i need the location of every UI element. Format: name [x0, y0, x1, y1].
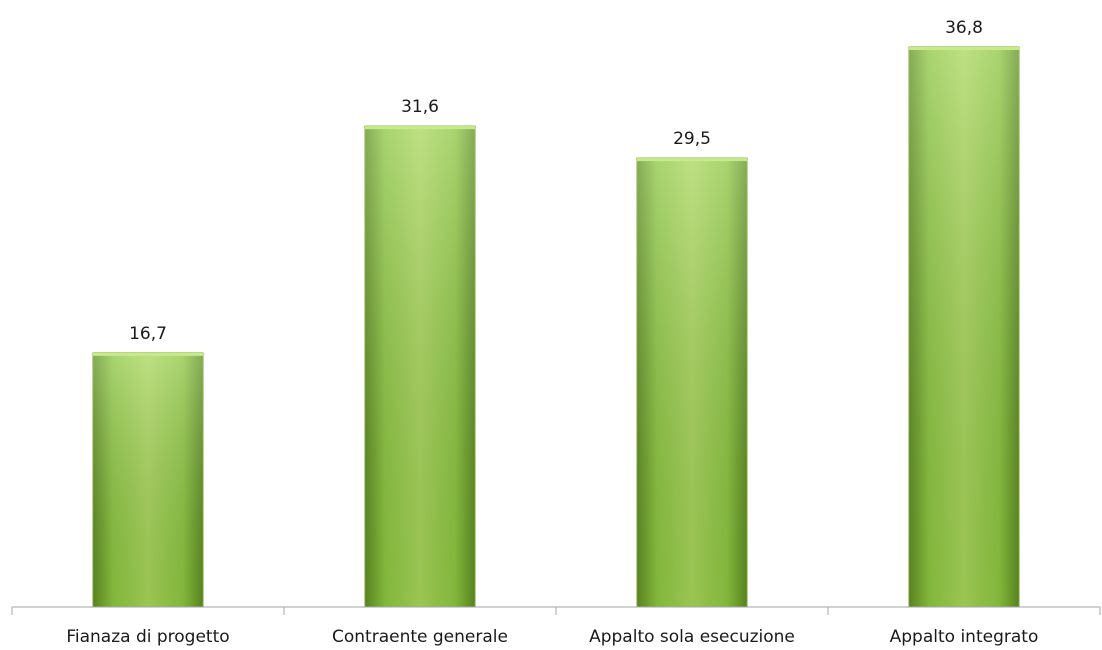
- category-label-4: Appalto integrato: [890, 627, 1039, 647]
- category-label-2: Contraente generale: [332, 627, 508, 647]
- bar-top-highlight-1: [93, 352, 203, 356]
- category-label-1: Fianaza di progetto: [66, 627, 229, 647]
- bar-shade-1: [93, 352, 203, 607]
- labels-group: 16,7 Fianaza di progetto 31,6 Contraente ge…: [66, 18, 1038, 647]
- bar-top-highlight-2: [365, 126, 475, 130]
- data-label-4: 36,8: [945, 18, 983, 38]
- x-axis: [11, 606, 1101, 615]
- bar-shade-3: [637, 158, 747, 607]
- bar-top-highlight-3: [637, 158, 747, 162]
- data-label-3: 29,5: [673, 129, 711, 149]
- category-label-3: Appalto sola esecuzione: [589, 627, 795, 647]
- bar-shade-4: [909, 47, 1019, 607]
- bars-group: [92, 46, 1020, 608]
- bar-shade-2: [365, 126, 475, 607]
- data-label-2: 31,6: [401, 97, 439, 117]
- data-label-1: 16,7: [129, 324, 167, 344]
- bar-top-highlight-4: [909, 47, 1019, 50]
